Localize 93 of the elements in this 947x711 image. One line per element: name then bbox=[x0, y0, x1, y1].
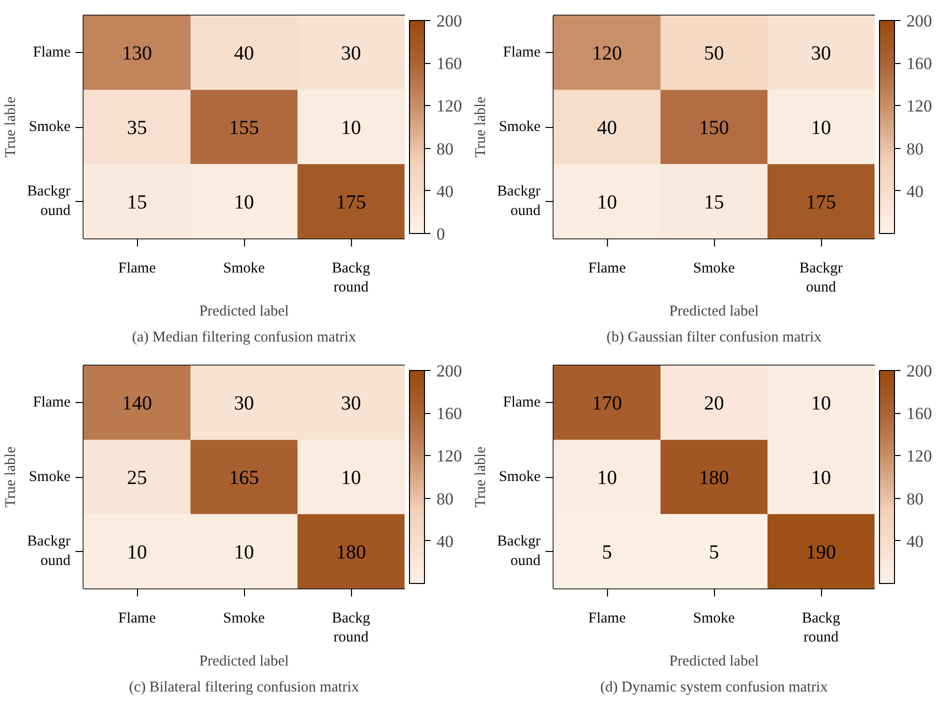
x-tick-label: Flame bbox=[588, 260, 626, 276]
data-label: 10 bbox=[597, 467, 617, 489]
y-tick-label: Backgr ound bbox=[497, 184, 541, 219]
y-tick-label: Backgr ound bbox=[27, 184, 71, 219]
y-tick-label: Smoke bbox=[28, 119, 71, 135]
data-label: 10 bbox=[234, 541, 254, 564]
color-bar-label: 120 bbox=[906, 446, 932, 466]
data-label: 10 bbox=[127, 541, 147, 564]
data-label: 10 bbox=[341, 467, 361, 489]
x-tick-label: Smoke bbox=[693, 610, 736, 626]
data-label: 5 bbox=[709, 541, 719, 564]
data-label: 30 bbox=[341, 42, 361, 65]
color-bar-label: 40 bbox=[906, 532, 924, 551]
y-tick-label: Backgr ound bbox=[27, 534, 71, 569]
text: (a) Median filtering confusion matrix bbox=[132, 330, 357, 346]
x-tick-label: Backg round bbox=[332, 610, 371, 646]
color-bar-label: 80 bbox=[436, 489, 454, 508]
color-bar-label: 200 bbox=[906, 12, 932, 30]
x-axis-title: Predicted label bbox=[199, 654, 289, 670]
y-tick-label: Flame bbox=[33, 394, 71, 411]
data-label: 165 bbox=[229, 467, 259, 489]
y-tick-label: Smoke bbox=[498, 119, 541, 135]
data-label: 10 bbox=[597, 191, 617, 214]
y-tick-label: Smoke bbox=[498, 469, 541, 485]
x-tick-label: Backgr ound bbox=[799, 260, 843, 296]
data-label: 20 bbox=[704, 392, 724, 415]
data-label: 30 bbox=[234, 392, 254, 415]
data-label: 180 bbox=[336, 541, 366, 564]
x-axis-title: Predicted label bbox=[669, 654, 759, 670]
y-axis-title: True lable bbox=[3, 96, 20, 158]
y-axis-title: True lable bbox=[473, 96, 490, 158]
x-tick-label: Flame bbox=[118, 610, 156, 626]
y-tick-label: Smoke bbox=[28, 469, 71, 485]
data-label: 10 bbox=[811, 467, 831, 489]
data-label: 25 bbox=[127, 467, 147, 489]
color-bar-label: 120 bbox=[436, 96, 462, 116]
data-label: 10 bbox=[234, 191, 254, 214]
text: (d) Dynamic system confusion matrix bbox=[600, 680, 828, 696]
data-label: 190 bbox=[806, 541, 836, 564]
x-tick-label: Smoke bbox=[693, 260, 736, 276]
data-label: 130 bbox=[122, 42, 152, 65]
data-label: 175 bbox=[806, 191, 836, 214]
data-label: 30 bbox=[811, 42, 831, 65]
x-tick-label: Flame bbox=[588, 610, 626, 626]
text: (c) Bilateral filtering confusion matrix bbox=[129, 680, 360, 696]
color-bar-label: 160 bbox=[906, 404, 932, 424]
data-label: 175 bbox=[336, 191, 366, 214]
color-bar-label: 40 bbox=[436, 182, 454, 201]
data-label: 10 bbox=[811, 392, 831, 415]
color-bar-label: 80 bbox=[906, 489, 924, 508]
y-axis-title: True lable bbox=[3, 446, 20, 508]
color-bar-label: 40 bbox=[906, 182, 924, 201]
x-tick-label: Smoke bbox=[223, 260, 266, 276]
data-label: 50 bbox=[704, 42, 724, 65]
data-label: 40 bbox=[597, 117, 617, 139]
color-bar-label: 40 bbox=[436, 532, 454, 551]
data-label: 140 bbox=[122, 392, 152, 415]
color-bar-label: 160 bbox=[906, 54, 932, 74]
color-bar-label: 160 bbox=[436, 404, 462, 424]
y-axis-title: True lable bbox=[473, 446, 490, 508]
y-tick-label: Flame bbox=[503, 44, 541, 61]
color-bar-label: 80 bbox=[906, 139, 924, 158]
x-tick-label: Backg round bbox=[332, 260, 371, 296]
x-axis-title: Predicted label bbox=[669, 304, 759, 320]
x-tick-label: Backg round bbox=[802, 610, 841, 646]
color-bar-label: 160 bbox=[436, 54, 462, 74]
x-tick-label: Smoke bbox=[223, 610, 266, 626]
color-bar-label: 0 bbox=[436, 224, 445, 244]
data-label: 30 bbox=[341, 392, 361, 415]
data-label: 15 bbox=[127, 191, 147, 214]
data-label: 5 bbox=[602, 541, 612, 564]
y-tick-label: Flame bbox=[33, 44, 71, 61]
x-axis-title: Predicted label bbox=[199, 304, 289, 320]
y-tick-label: Backgr ound bbox=[497, 534, 541, 569]
x-tick-label: Flame bbox=[118, 260, 156, 276]
data-label: 120 bbox=[592, 42, 622, 65]
data-label: 40 bbox=[234, 42, 254, 65]
data-label: 155 bbox=[229, 117, 259, 139]
data-label: 10 bbox=[341, 117, 361, 139]
color-bar-label: 200 bbox=[436, 362, 462, 380]
data-label: 15 bbox=[704, 191, 724, 214]
y-tick-label: Flame bbox=[503, 394, 541, 411]
data-label: 35 bbox=[127, 117, 147, 139]
data-label: 10 bbox=[811, 117, 831, 139]
color-bar-label: 120 bbox=[906, 96, 932, 116]
text: (b) Gaussian filter confusion matrix bbox=[606, 330, 822, 346]
color-bar-label: 80 bbox=[436, 139, 454, 158]
color-bar-label: 200 bbox=[906, 362, 932, 380]
color-bar-label: 120 bbox=[436, 446, 462, 466]
data-label: 150 bbox=[699, 117, 729, 139]
data-label: 180 bbox=[699, 467, 729, 489]
data-label: 170 bbox=[592, 392, 622, 415]
color-bar-label: 200 bbox=[436, 12, 462, 30]
